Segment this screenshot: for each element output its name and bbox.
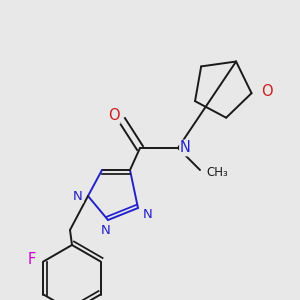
Text: N: N	[180, 140, 191, 155]
Text: O: O	[262, 84, 273, 99]
Text: N: N	[101, 224, 111, 236]
Text: CH₃: CH₃	[206, 166, 228, 178]
Text: N: N	[73, 190, 83, 202]
Text: F: F	[27, 252, 35, 267]
Text: N: N	[143, 208, 153, 220]
Text: O: O	[108, 109, 120, 124]
